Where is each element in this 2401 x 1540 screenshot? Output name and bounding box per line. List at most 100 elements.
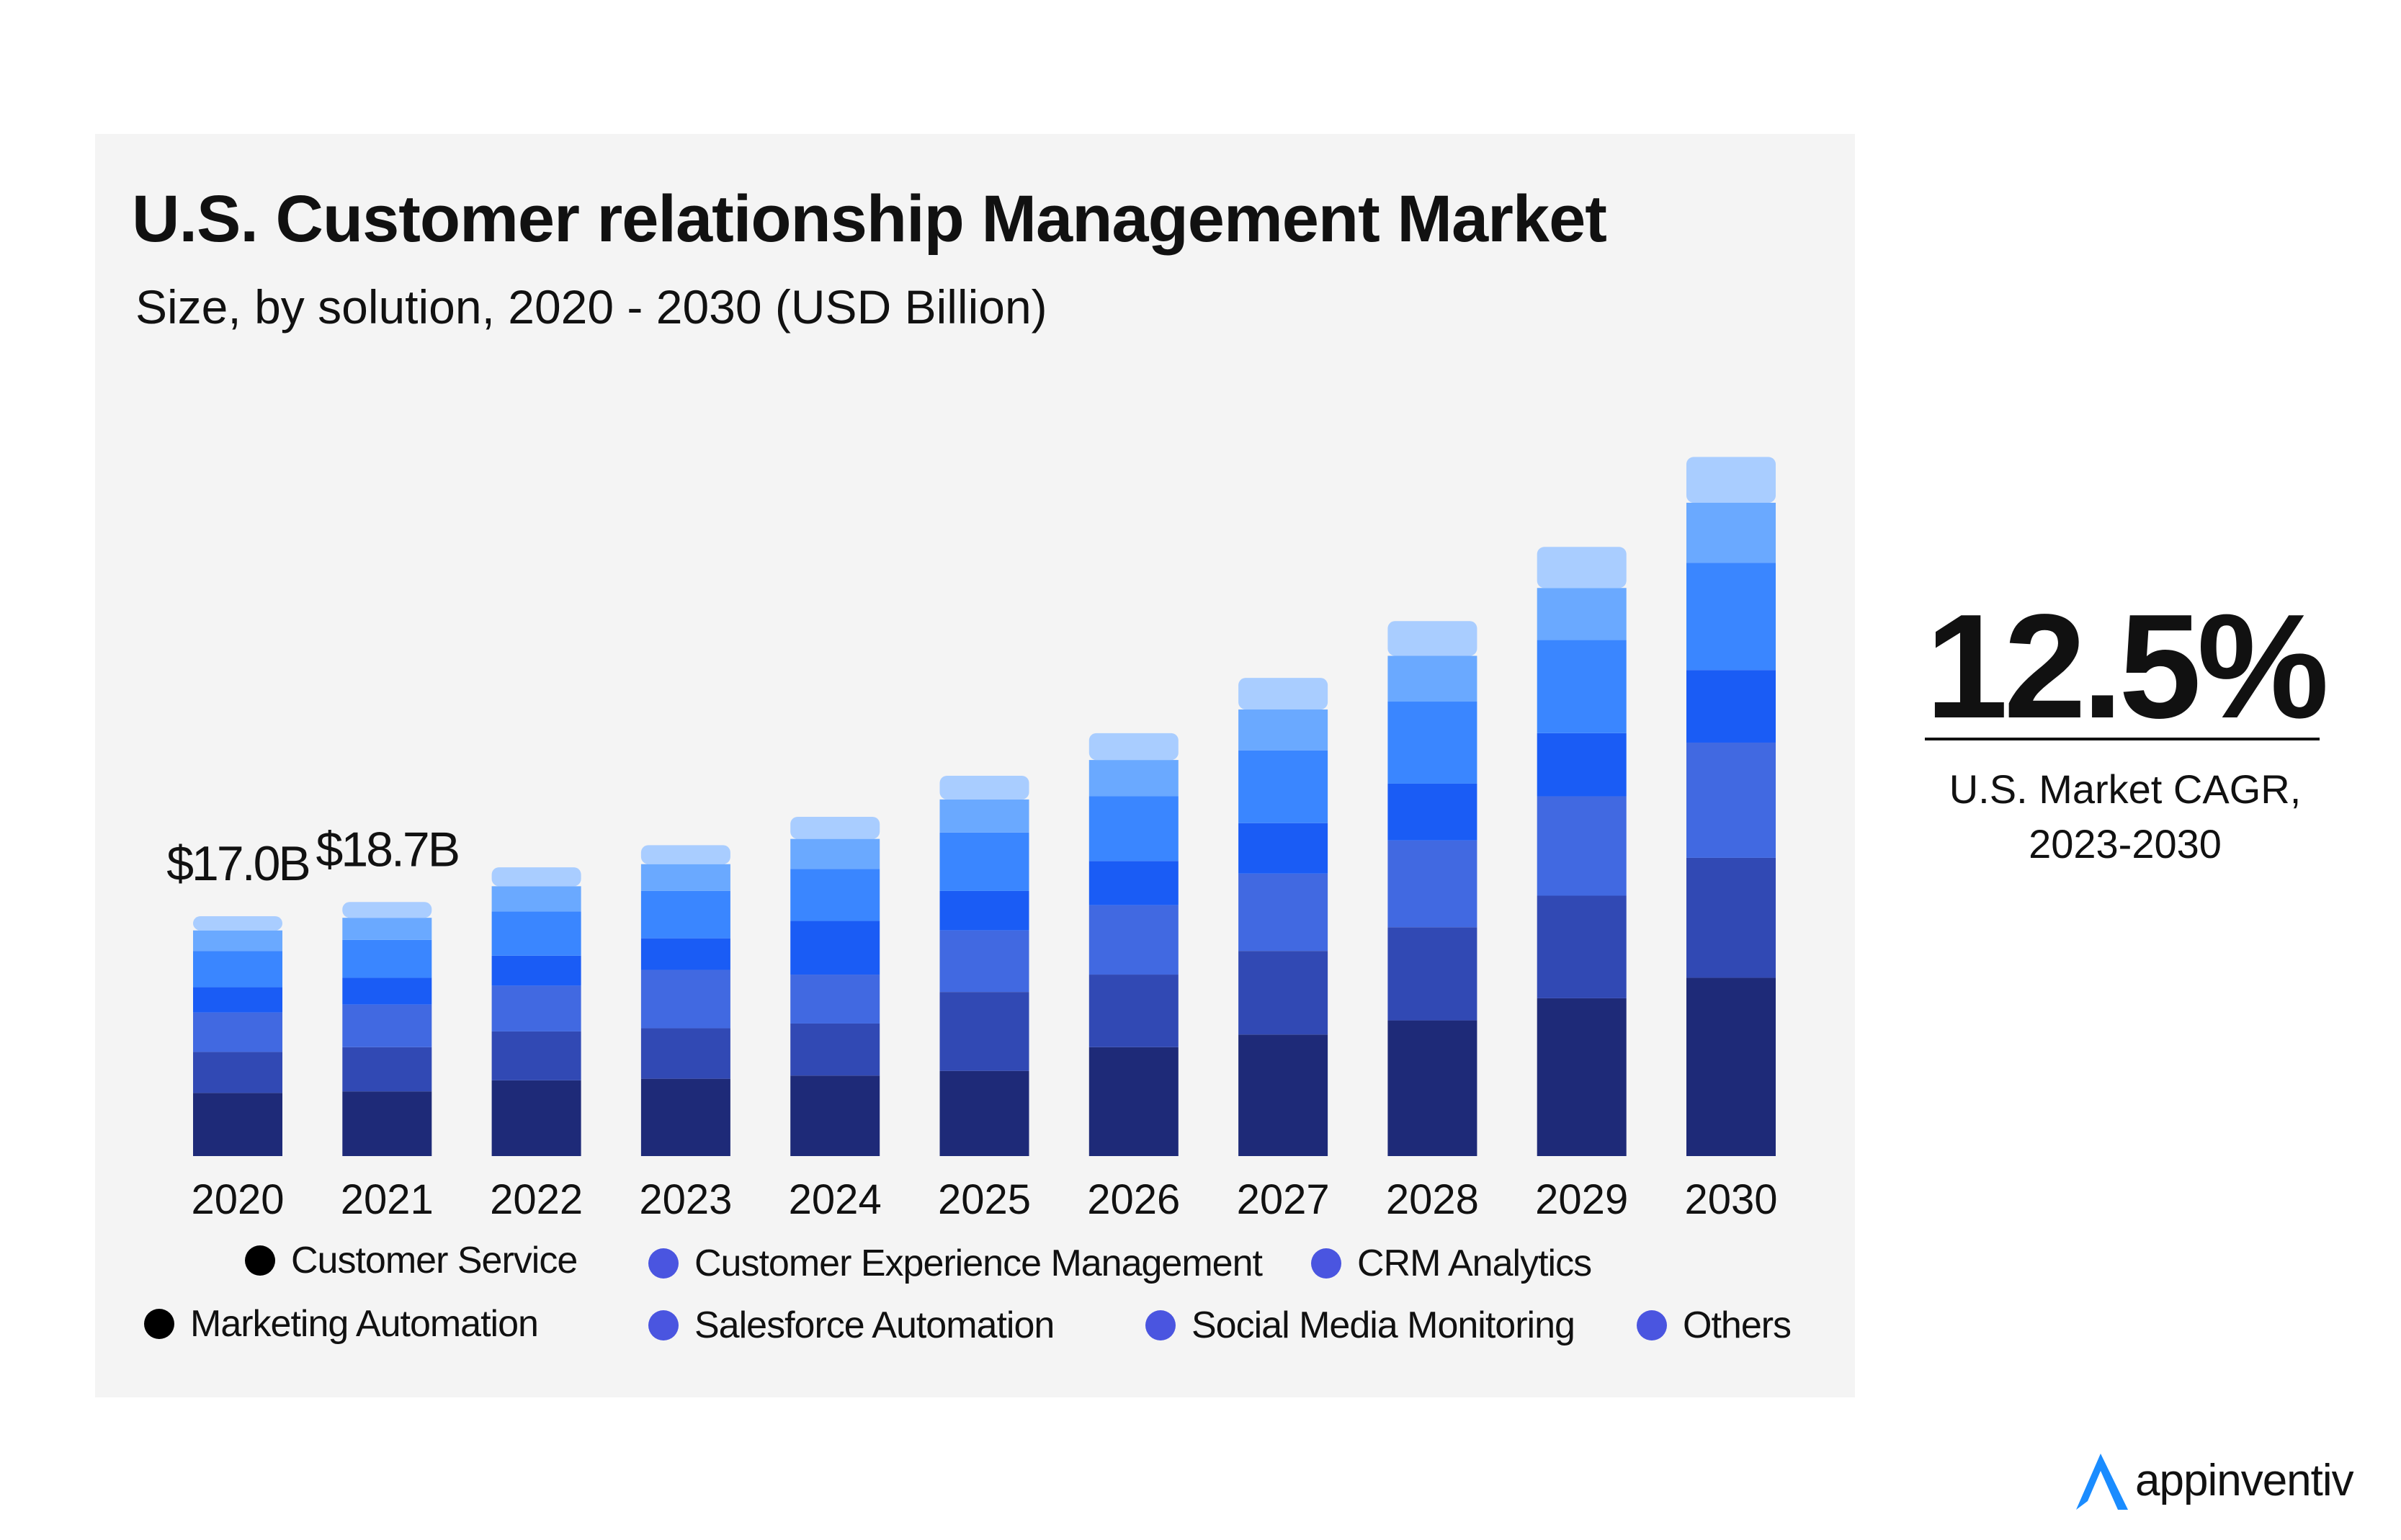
bar-segment-2021-customer-service xyxy=(342,1091,432,1156)
legend-item-salesforce-automation: Salesforce Automation xyxy=(648,1304,1055,1347)
bar-segment-2021-marketing-automation xyxy=(342,977,432,1005)
bar-segment-2020-customer-service xyxy=(193,1093,282,1156)
bar-segment-2027-social-media-monitoring xyxy=(1238,709,1328,751)
cagr-label-line1: U.S. Market CAGR, xyxy=(1949,766,2302,812)
bar-segment-2023-customer-experience-management xyxy=(640,1028,730,1079)
bar-segment-2025-marketing-automation xyxy=(939,890,1029,931)
bar-segment-2027-marketing-automation xyxy=(1238,823,1328,874)
bar-segment-2022-customer-experience-management xyxy=(491,1031,581,1080)
bar-segment-2024-customer-experience-management xyxy=(790,1023,880,1076)
bar-segment-2024-marketing-automation xyxy=(790,921,880,975)
bar-segment-2023-others xyxy=(640,845,730,864)
bar-segment-2028-social-media-monitoring xyxy=(1387,655,1477,702)
bar-segment-2024-others xyxy=(790,816,880,839)
legend-label: Customer Experience Management xyxy=(694,1243,1263,1284)
legend-item-others: Others xyxy=(1637,1304,1792,1347)
legend-label: CRM Analytics xyxy=(1357,1243,1592,1284)
bar-segment-2026-salesforce-automation xyxy=(1088,796,1179,861)
bar-segment-2022-others xyxy=(491,867,581,887)
x-tick-label: 2024 xyxy=(789,1176,882,1223)
cagr-divider xyxy=(1925,738,2320,740)
bar-segment-2022-social-media-monitoring xyxy=(491,886,581,912)
bar-segment-2029-crm-analytics xyxy=(1537,796,1627,896)
legend-label: Customer Service xyxy=(291,1240,578,1281)
x-tick-label: 2030 xyxy=(1684,1176,1777,1223)
cagr-value: 12.5% xyxy=(1925,583,2329,749)
bar-segment-2030-marketing-automation xyxy=(1686,670,1776,743)
legend-dot xyxy=(1311,1248,1341,1279)
legend-label: Others xyxy=(1683,1304,1792,1346)
legend-item-customer-service: Customer Service xyxy=(245,1239,578,1282)
bar-segment-2025-salesforce-automation xyxy=(939,832,1029,891)
chart-subtitle: Size, by solution, 2020 - 2030 (USD Bill… xyxy=(135,280,1047,333)
cagr-label: U.S. Market CAGR, 2023-2030 xyxy=(1909,762,2341,871)
x-tick-label: 2027 xyxy=(1237,1176,1330,1223)
bar-segment-2030-others xyxy=(1686,457,1776,503)
bar-segment-2024-salesforce-automation xyxy=(790,869,880,921)
x-tick-label: 2020 xyxy=(191,1176,284,1223)
x-tick-label: 2029 xyxy=(1535,1176,1628,1223)
legend-dot xyxy=(648,1248,679,1279)
bar-segment-2030-social-media-monitoring xyxy=(1686,502,1776,563)
legend-label: Marketing Automation xyxy=(190,1303,539,1345)
chart-title: U.S. Customer relationship Management Ma… xyxy=(132,182,1607,256)
bar-segment-2023-social-media-monitoring xyxy=(640,864,730,891)
bar-segment-2021-others xyxy=(342,902,432,918)
bar-segment-2027-salesforce-automation xyxy=(1238,750,1328,823)
bar-segment-2025-others xyxy=(939,775,1029,800)
bar-segment-2029-salesforce-automation xyxy=(1537,640,1627,733)
bar-segment-2026-customer-service xyxy=(1088,1047,1179,1156)
legend-dot xyxy=(144,1309,174,1339)
bar-segment-2021-social-media-monitoring xyxy=(342,918,432,940)
brand-name: appinventiv xyxy=(2135,1455,2354,1505)
bar-segment-2020-social-media-monitoring xyxy=(193,930,282,952)
legend-label: Salesforce Automation xyxy=(694,1304,1055,1346)
appinventiv-logo-icon xyxy=(2076,1454,2128,1510)
bar-segment-2030-customer-experience-management xyxy=(1686,857,1776,978)
bar-segment-2024-crm-analytics xyxy=(790,975,880,1024)
bar-segment-2020-customer-experience-management xyxy=(193,1052,282,1093)
bar-segment-2029-social-media-monitoring xyxy=(1537,588,1627,640)
bar-segment-2027-crm-analytics xyxy=(1238,873,1328,952)
bar-segment-2022-marketing-automation xyxy=(491,955,581,986)
bar-segment-2022-customer-service xyxy=(491,1080,581,1156)
legend-label: Social Media Monitoring xyxy=(1191,1304,1575,1346)
bar-segment-2029-others xyxy=(1537,547,1627,588)
bar-segment-2021-crm-analytics xyxy=(342,1004,432,1047)
x-tick-label: 2026 xyxy=(1087,1176,1180,1223)
bar-segment-2027-customer-service xyxy=(1238,1034,1328,1156)
bar-segment-2020-marketing-automation xyxy=(193,987,282,1013)
legend-dot xyxy=(245,1245,275,1276)
data-label-2021: $18.7B xyxy=(316,822,459,877)
bar-segment-2029-marketing-automation xyxy=(1537,733,1627,797)
bar-segment-2028-customer-experience-management xyxy=(1387,927,1477,1021)
bar-segment-2028-marketing-automation xyxy=(1387,783,1477,841)
bar-segment-2024-customer-service xyxy=(790,1075,880,1156)
legend-dot xyxy=(1145,1310,1176,1340)
bar-segment-2026-crm-analytics xyxy=(1088,905,1179,975)
bar-segment-2028-crm-analytics xyxy=(1387,840,1477,928)
bar-segment-2023-marketing-automation xyxy=(640,938,730,970)
x-tick-label: 2022 xyxy=(490,1176,583,1223)
bar-segment-2026-social-media-monitoring xyxy=(1088,760,1179,797)
bar-segment-2026-marketing-automation xyxy=(1088,861,1179,905)
bar-segment-2021-salesforce-automation xyxy=(342,939,432,978)
bar-segment-2025-customer-service xyxy=(939,1070,1029,1156)
legend-item-crm-analytics: CRM Analytics xyxy=(1311,1242,1592,1285)
bar-segment-2024-social-media-monitoring xyxy=(790,838,880,869)
bar-segment-2029-customer-service xyxy=(1537,998,1627,1156)
x-tick-label: 2028 xyxy=(1386,1176,1479,1223)
legend-item-marketing-automation: Marketing Automation xyxy=(144,1302,539,1346)
bar-segment-2023-customer-service xyxy=(640,1078,730,1156)
bar-segment-2029-customer-experience-management xyxy=(1537,895,1627,998)
bar-segment-2020-others xyxy=(193,916,282,931)
bar-segment-2025-crm-analytics xyxy=(939,930,1029,993)
legend-item-customer-experience-management: Customer Experience Management xyxy=(648,1242,1263,1285)
x-tick-label: 2021 xyxy=(341,1176,434,1223)
x-tick-label: 2025 xyxy=(938,1176,1031,1223)
bar-segment-2020-crm-analytics xyxy=(193,1012,282,1052)
bar-segment-2027-others xyxy=(1238,678,1328,709)
bar-segment-2028-others xyxy=(1387,621,1477,656)
bar-segment-2028-salesforce-automation xyxy=(1387,702,1477,784)
